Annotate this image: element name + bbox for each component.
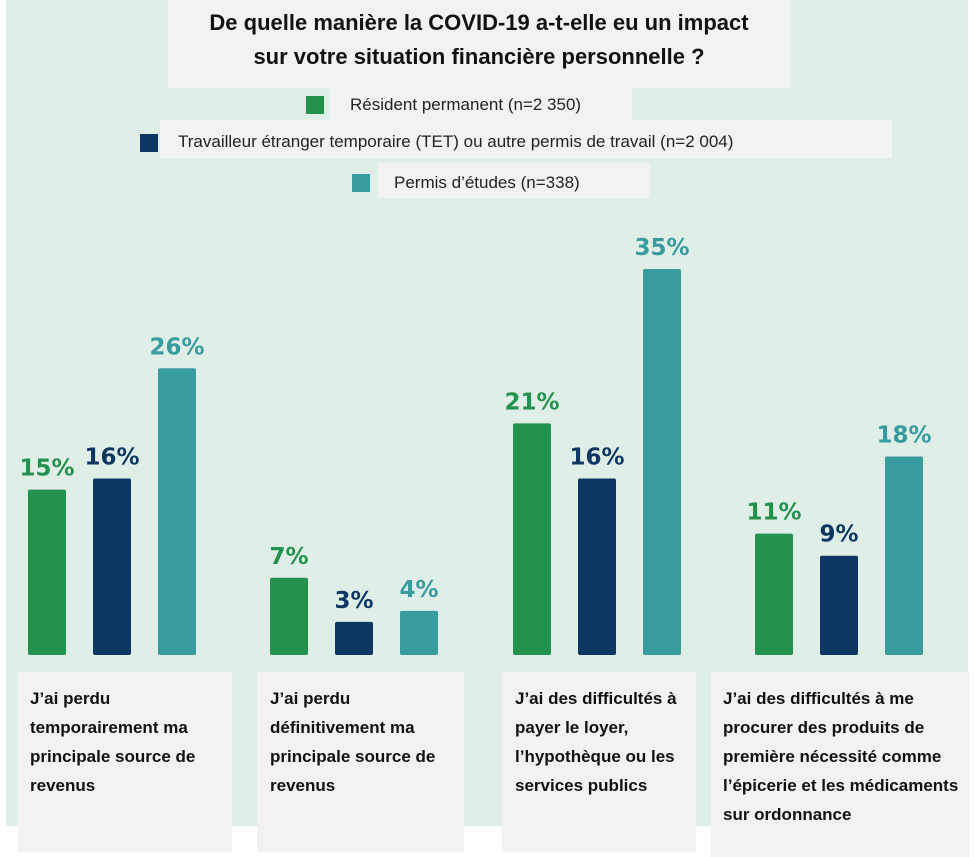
- bar-3-series-3: [643, 269, 681, 655]
- value-label-4-series-1: 11%: [746, 500, 801, 526]
- category-label-4: J’ai des difficultés à me procurer des p…: [723, 689, 959, 824]
- category-label-1: J’ai perdu temporairement ma principale …: [30, 689, 196, 795]
- legend-swatch-tet: [140, 134, 158, 152]
- category-box-1: [18, 672, 232, 852]
- value-label-1-series-2: 16%: [84, 445, 139, 471]
- category-box-2: [257, 672, 464, 852]
- value-label-3-series-1: 21%: [504, 389, 559, 415]
- category-box-4: [711, 672, 969, 857]
- value-label-1-series-3: 26%: [149, 334, 204, 360]
- bar-2-series-2: [335, 621, 373, 655]
- value-label-4-series-2: 9%: [819, 522, 858, 548]
- value-label-2-series-1: 7%: [269, 544, 308, 570]
- category-label-2: J’ai perdu définitivement ma principale …: [270, 689, 436, 795]
- bar-3-series-2: [578, 478, 616, 655]
- category-box-3: [502, 672, 696, 852]
- value-label-3-series-2: 16%: [569, 445, 624, 471]
- category-label-3: J’ai des difficultés à payer le loyer, l…: [515, 689, 677, 795]
- bar-1-series-3: [158, 368, 196, 655]
- chart-title-line-1: De quelle manière la COVID-19 a-t-elle e…: [209, 10, 749, 35]
- bar-4-series-2: [820, 555, 858, 655]
- bar-4-series-1: [755, 533, 793, 655]
- legend-item-box-3: [378, 163, 650, 198]
- bar-2-series-1: [270, 577, 308, 655]
- bar-3-series-1: [513, 423, 551, 655]
- legend-label-tet: Travailleur étranger temporaire (TET) ou…: [178, 132, 734, 151]
- bar-4-series-3: [885, 456, 923, 655]
- legend-swatch-resident: [306, 96, 324, 114]
- chart-title-line-2: sur votre situation financière personnel…: [253, 44, 705, 69]
- value-label-2-series-2: 3%: [334, 588, 373, 614]
- value-label-1-series-1: 15%: [19, 456, 74, 482]
- bar-1-series-1: [28, 489, 66, 655]
- legend-label-etudes: Permis d’études (n=338): [394, 173, 580, 192]
- legend-swatch-etudes: [352, 174, 370, 192]
- bar-1-series-2: [93, 478, 131, 655]
- value-label-4-series-3: 18%: [876, 422, 931, 448]
- title-box: [168, 0, 790, 88]
- bar-2-series-3: [400, 610, 438, 655]
- legend-item-box-2: [160, 120, 892, 158]
- value-label-3-series-3: 35%: [634, 235, 689, 261]
- value-label-2-series-3: 4%: [399, 577, 438, 603]
- chart-title: De quelle manière la COVID-19 a-t-elle e…: [168, 6, 790, 74]
- legend-item-box-1: [330, 88, 632, 124]
- legend-label-resident: Résident permanent (n=2 350): [350, 95, 582, 114]
